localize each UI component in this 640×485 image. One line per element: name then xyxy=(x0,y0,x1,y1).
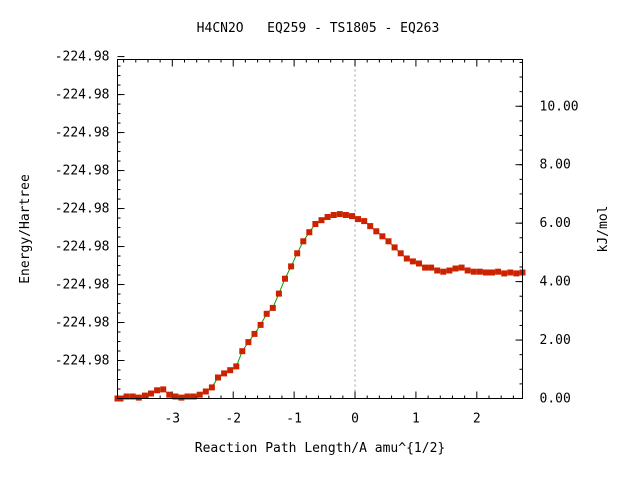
data-point xyxy=(129,393,136,400)
data-point xyxy=(428,264,435,271)
data-point xyxy=(336,211,343,218)
data-point xyxy=(489,269,495,276)
data-point xyxy=(367,223,374,230)
data-point xyxy=(269,304,276,311)
x-tick-label: 1 xyxy=(412,412,420,427)
chart-title: H4CN2O EQ259 - TS1805 - EQ263 xyxy=(197,21,440,36)
data-point xyxy=(355,216,362,223)
y-left-tick-label: -224.98 xyxy=(55,354,110,369)
data-point xyxy=(409,258,416,265)
data-point xyxy=(349,213,355,220)
y-left-tick-label: -224.98 xyxy=(55,126,110,141)
data-point xyxy=(282,275,288,282)
data-point xyxy=(391,244,398,251)
data-point xyxy=(476,268,483,275)
data-point xyxy=(239,348,246,355)
data-point xyxy=(513,270,520,277)
data-point xyxy=(135,394,142,401)
data-point xyxy=(300,238,307,245)
data-point xyxy=(483,269,489,276)
plot-frame xyxy=(117,59,523,399)
data-point xyxy=(403,255,410,262)
data-point xyxy=(172,393,179,400)
data-point xyxy=(233,363,240,370)
x-tick-label: -3 xyxy=(164,412,180,427)
data-point xyxy=(464,267,471,274)
data-point xyxy=(501,270,508,277)
data-point xyxy=(148,390,154,397)
data-point xyxy=(196,391,203,398)
y-left-tick-label: -224.98 xyxy=(55,50,110,65)
data-point xyxy=(123,393,130,400)
y-left-tick-label: -224.98 xyxy=(55,164,110,179)
data-point xyxy=(440,268,447,275)
data-point xyxy=(373,228,380,235)
y-left-tick-label: -224.98 xyxy=(55,316,110,331)
y-left-tick-label: -224.98 xyxy=(55,240,110,255)
data-point xyxy=(385,238,392,245)
energy-series-line xyxy=(117,213,523,399)
data-point xyxy=(208,384,215,391)
data-point xyxy=(342,212,349,218)
data-point xyxy=(422,264,429,271)
data-point xyxy=(263,310,270,317)
data-point xyxy=(458,264,465,271)
data-point xyxy=(379,233,386,240)
y-left-tick-label: -224.98 xyxy=(55,278,110,293)
data-point xyxy=(470,268,477,275)
data-point xyxy=(227,367,234,374)
data-point xyxy=(221,370,228,377)
data-point xyxy=(288,263,295,270)
y-left-tick-label: -224.98 xyxy=(55,202,110,217)
y-right-tick-label: 10.00 xyxy=(540,99,579,114)
x-tick-label: -1 xyxy=(286,412,302,427)
y-right-tick-label: 8.00 xyxy=(540,158,571,173)
data-point xyxy=(245,339,252,346)
data-point xyxy=(434,267,441,274)
data-point xyxy=(294,250,301,257)
data-point xyxy=(178,394,185,401)
data-point xyxy=(416,260,422,267)
data-point xyxy=(215,374,221,381)
data-point xyxy=(324,214,331,220)
x-tick-label: -2 xyxy=(225,412,241,427)
data-point xyxy=(257,321,264,328)
y-axis-label-right: kJ/mol xyxy=(596,206,611,253)
y-right-tick-label: 4.00 xyxy=(540,275,571,290)
data-point xyxy=(251,330,258,337)
data-point xyxy=(446,267,453,274)
data-point xyxy=(330,212,337,218)
data-point xyxy=(166,391,173,398)
data-point xyxy=(141,392,148,399)
data-point xyxy=(154,387,161,394)
data-point xyxy=(495,268,502,275)
plot-area: -3 -2 -1 0 1 2 -224.98 -224.98 -224.98 -224.98 -22… xyxy=(55,50,579,427)
y-right-tick-label: 6.00 xyxy=(540,216,571,231)
y-left-tick-label: -224.98 xyxy=(55,88,110,103)
data-point xyxy=(312,221,319,227)
data-point xyxy=(190,393,197,400)
data-point xyxy=(361,218,368,225)
data-point xyxy=(160,386,167,393)
y-axis-label-left: Energy/Hartree xyxy=(18,174,33,284)
data-point xyxy=(184,393,191,400)
data-point xyxy=(202,388,209,395)
y-right-tick-label: 2.00 xyxy=(540,333,571,348)
data-point xyxy=(306,229,313,236)
data-point xyxy=(507,269,514,276)
data-point xyxy=(275,290,282,297)
x-tick-label: 0 xyxy=(351,412,359,427)
data-point xyxy=(452,265,459,272)
data-point xyxy=(318,217,325,224)
y-right-tick-label: 0.00 xyxy=(540,392,571,407)
data-point xyxy=(397,250,404,257)
x-axis-label: Reaction Path Length/A amu^{1/2} xyxy=(195,441,445,456)
x-tick-label: 2 xyxy=(473,412,481,427)
